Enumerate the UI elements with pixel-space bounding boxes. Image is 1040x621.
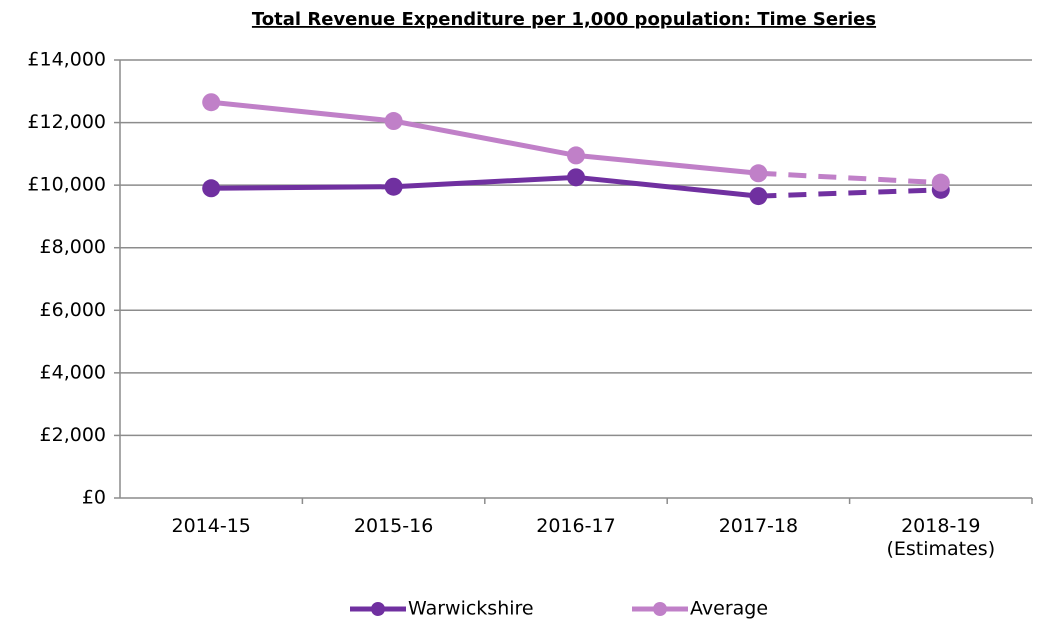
marker <box>384 112 403 131</box>
y-tick-label: £0 <box>82 487 106 509</box>
marker <box>749 187 768 206</box>
chart-title: Total Revenue Expenditure per 1,000 popu… <box>252 9 876 30</box>
legend-label: Average <box>690 598 768 620</box>
x-tick-label: 2018-19 (Estimates) <box>886 515 996 560</box>
legend-marker <box>371 602 385 616</box>
line <box>211 174 759 199</box>
y-tick-label: £4,000 <box>40 361 106 383</box>
y-tick-label: £12,000 <box>27 111 106 133</box>
y-tick-label: £10,000 <box>27 174 106 196</box>
marker <box>567 146 585 165</box>
x-tick-label: 2017-18 <box>718 515 799 537</box>
y-tick-label: £8,000 <box>40 236 106 258</box>
legend-marker <box>653 602 667 616</box>
line-estimate <box>758 170 941 186</box>
marker <box>202 179 221 198</box>
x-tick-label: 2015-16 <box>353 515 434 537</box>
marker <box>749 164 768 183</box>
y-tick-label: £6,000 <box>40 299 106 321</box>
line <box>210 99 759 176</box>
x-tick-label: 2016-17 <box>536 515 616 537</box>
marker <box>567 168 585 187</box>
y-tick-label: £2,000 <box>40 424 106 446</box>
marker <box>931 173 950 192</box>
y-tick-label: £14,000 <box>27 49 106 71</box>
marker <box>202 93 221 112</box>
x-tick-label: 2014-15 <box>171 515 251 537</box>
line-estimate <box>758 187 941 199</box>
marker <box>384 177 403 196</box>
legend-label: Warwickshire <box>408 598 534 620</box>
